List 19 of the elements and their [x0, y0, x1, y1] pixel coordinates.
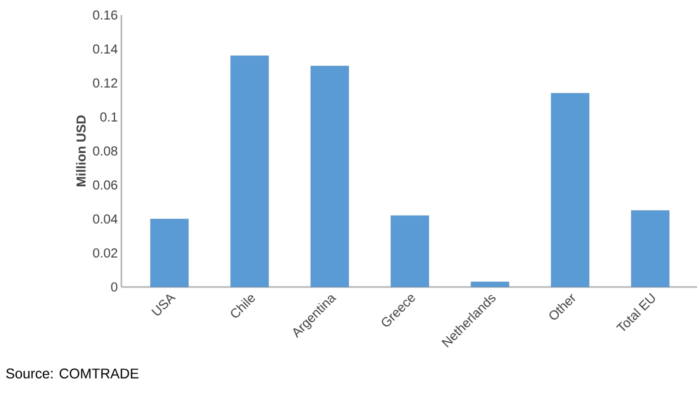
bar: [390, 215, 430, 288]
y-tick-label: 0.14: [93, 44, 118, 54]
source-note: Source: COMTRADE: [6, 368, 138, 378]
y-tick-label: 0.08: [93, 146, 118, 156]
bar: [550, 93, 590, 288]
y-tick-label: 0: [111, 282, 118, 292]
y-tick-label: 0.06: [93, 180, 118, 190]
y-tick-label: 0.04: [93, 214, 118, 224]
bar: [150, 218, 189, 288]
x-tick-label: USA: [151, 294, 176, 316]
y-tick-label: 0.02: [93, 248, 118, 258]
y-tick-label: 0.16: [93, 10, 118, 20]
y-tick-label: 0.12: [93, 78, 118, 88]
bar: [310, 66, 349, 288]
bar: [470, 282, 510, 288]
bar: [631, 210, 670, 288]
y-tick-label: 0.1: [100, 112, 118, 122]
bar: [230, 56, 269, 288]
y-axis-title: Million USD: [76, 115, 86, 186]
